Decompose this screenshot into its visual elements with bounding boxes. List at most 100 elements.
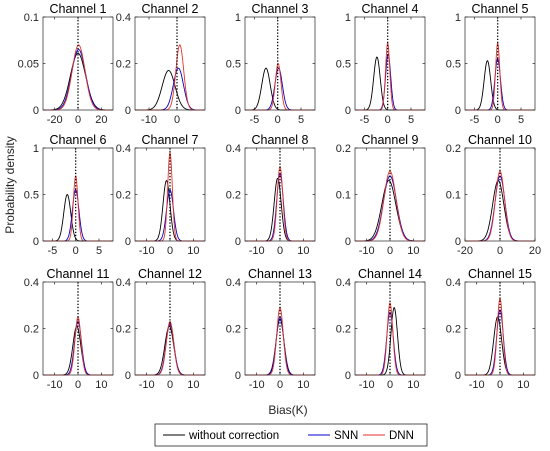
- x-tick-label: 10: [517, 379, 529, 391]
- x-tick-label: 10: [297, 245, 309, 257]
- x-tick-label: 0: [387, 379, 393, 391]
- y-tick-label: 0.4: [446, 277, 461, 289]
- panel-title: Channel 3: [252, 2, 309, 16]
- panel: -10 0 10 0 0.2 0.4 Channel 14: [336, 267, 426, 391]
- y-tick-label: 0.5: [24, 190, 39, 202]
- x-tick-label: 0: [174, 114, 180, 126]
- panel-title: Channel 15: [468, 267, 532, 281]
- panel: -5 0 5 0 0.5 1 Channel 4: [336, 2, 426, 126]
- y-tick-label: 0.4: [336, 277, 351, 289]
- y-tick-label: 0: [125, 370, 131, 382]
- x-tick-label: 0: [277, 245, 283, 257]
- y-tick-label: 0.2: [24, 324, 39, 336]
- panel-title: Channel 9: [362, 133, 419, 147]
- y-tick-label: 0: [235, 236, 241, 248]
- panel-title: Channel 10: [468, 133, 532, 147]
- panel: -20 0 20 0 0.05 0.1 Channel 1: [18, 2, 114, 126]
- legend-label: without correction: [188, 430, 279, 442]
- panel-title: Channel 7: [142, 133, 199, 147]
- x-tick-label: -5: [359, 114, 369, 126]
- x-tick-label: -10: [139, 379, 155, 391]
- x-tick-label: 0: [387, 245, 393, 257]
- x-tick-label: -10: [141, 114, 157, 126]
- legend-label: SNN: [334, 430, 358, 442]
- x-tick-label: 0: [497, 245, 503, 257]
- plot-area: [465, 17, 535, 110]
- panel-title: Channel 4: [362, 2, 419, 16]
- y-tick-label: 0: [345, 105, 351, 117]
- legend-item: without correction: [163, 430, 279, 442]
- panel-title: Channel 14: [358, 267, 422, 281]
- panel-title: Channel 2: [142, 2, 199, 16]
- y-tick-label: 1: [33, 143, 39, 155]
- x-tick-label: 0: [167, 245, 173, 257]
- y-tick-label: 1: [345, 12, 351, 24]
- plot-area: [245, 17, 315, 110]
- panel-title: Channel 6: [50, 133, 107, 147]
- y-tick-label: 0: [455, 236, 461, 248]
- y-tick-label: 0: [345, 370, 351, 382]
- y-tick-label: 0.4: [226, 277, 241, 289]
- y-tick-label: 0.5: [336, 59, 351, 71]
- y-tick-label: 0.1: [336, 190, 351, 202]
- legend-label: DNN: [389, 430, 414, 442]
- panel-title: Channel 12: [138, 267, 202, 281]
- y-tick-label: 0: [33, 236, 39, 248]
- panel: -10 0 0 0.2 0.4 Channel 2: [116, 2, 206, 126]
- panel-title: Channel 8: [252, 133, 309, 147]
- x-tick-label: -5: [47, 245, 57, 257]
- y-tick-label: 0.4: [24, 277, 39, 289]
- y-tick-label: 0: [33, 105, 39, 117]
- legend-item: DNN: [363, 430, 414, 442]
- y-tick-label: 0: [125, 105, 131, 117]
- x-tick-label: 20: [95, 114, 107, 126]
- x-tick-label: 10: [187, 245, 199, 257]
- x-tick-label: 5: [408, 114, 414, 126]
- x-tick-label: -20: [47, 114, 63, 126]
- y-tick-label: 0.2: [116, 59, 131, 71]
- y-tick-label: 0.2: [336, 324, 351, 336]
- x-tick-label: 0: [385, 114, 391, 126]
- y-tick-label: 0.4: [226, 143, 241, 155]
- y-tick-label: 0.4: [116, 277, 131, 289]
- y-tick-label: 0.2: [336, 143, 351, 155]
- x-tick-label: 5: [298, 114, 304, 126]
- panel: -5 0 5 0 0.5 1 Channel 3: [226, 2, 316, 126]
- panel-title: Channel 13: [248, 267, 312, 281]
- y-tick-label: 0.5: [226, 59, 241, 71]
- y-tick-label: 0.2: [446, 143, 461, 155]
- panel: -10 0 10 0 0.2 0.4 Channel 15: [446, 267, 536, 391]
- legend-item: SNN: [308, 430, 358, 442]
- y-tick-label: 0.2: [116, 190, 131, 202]
- y-tick-label: 0: [235, 370, 241, 382]
- x-tick-label: -10: [47, 379, 63, 391]
- y-tick-label: 0.05: [18, 59, 39, 71]
- x-tick-label: 0: [75, 379, 81, 391]
- y-tick-label: 0.2: [226, 190, 241, 202]
- x-tick-label: 5: [518, 114, 524, 126]
- panel: -10 0 10 0 0.2 0.4 Channel 11: [24, 267, 114, 391]
- x-tick-label: 10: [407, 245, 419, 257]
- x-tick-label: 0: [277, 379, 283, 391]
- y-tick-label: 0: [455, 370, 461, 382]
- panel: -5 0 5 0 0.5 1 Channel 5: [446, 2, 536, 126]
- y-tick-label: 1: [235, 12, 241, 24]
- y-tick-label: 0: [345, 236, 351, 248]
- x-tick-label: 10: [407, 379, 419, 391]
- y-tick-label: 0.1: [446, 190, 461, 202]
- x-tick-label: -5: [469, 114, 479, 126]
- x-tick-label: 0: [497, 379, 503, 391]
- x-tick-label: 10: [95, 379, 107, 391]
- y-tick-label: 0: [33, 370, 39, 382]
- x-tick-label: -10: [359, 379, 375, 391]
- x-axis-label: Bias(K): [268, 403, 307, 417]
- legend-box: [154, 423, 428, 447]
- x-tick-label: 0: [75, 114, 81, 126]
- y-tick-label: 0.2: [446, 324, 461, 336]
- panel: -5 0 5 0 0.5 1 Channel 6: [24, 133, 114, 257]
- x-tick-label: -20: [457, 245, 473, 257]
- y-tick-label: 0: [455, 105, 461, 117]
- x-tick-label: -10: [249, 245, 265, 257]
